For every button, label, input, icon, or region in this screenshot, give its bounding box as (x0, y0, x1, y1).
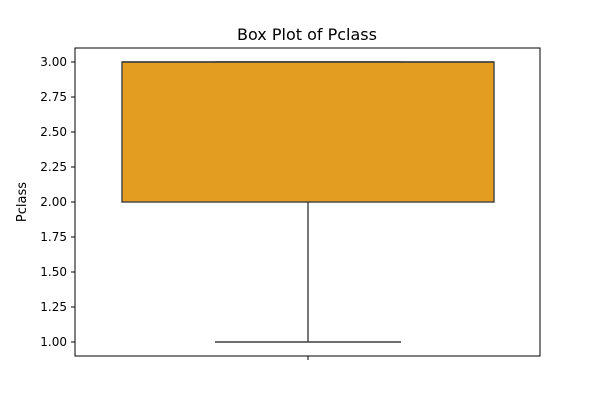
y-tick-label: 2.00 (40, 195, 67, 209)
box-iqr (121, 61, 495, 203)
y-tick-label: 2.75 (40, 90, 67, 104)
plot-area: 1.00 1.25 1.50 1.75 2.00 2.25 2.50 2.75 3.00 (40, 47, 541, 360)
chart-title: Box Plot of Pclass (237, 25, 377, 44)
y-tick-label: 3.00 (40, 55, 67, 69)
y-axis-label: Pclass (15, 182, 30, 222)
y-tick-label: 2.25 (40, 160, 67, 174)
y-tick-label: 1.00 (40, 335, 67, 349)
y-tick-label: 1.75 (40, 230, 67, 244)
y-tick-label: 1.25 (40, 300, 67, 314)
y-tick-label: 1.50 (40, 265, 67, 279)
y-tick-label: 2.50 (40, 125, 67, 139)
